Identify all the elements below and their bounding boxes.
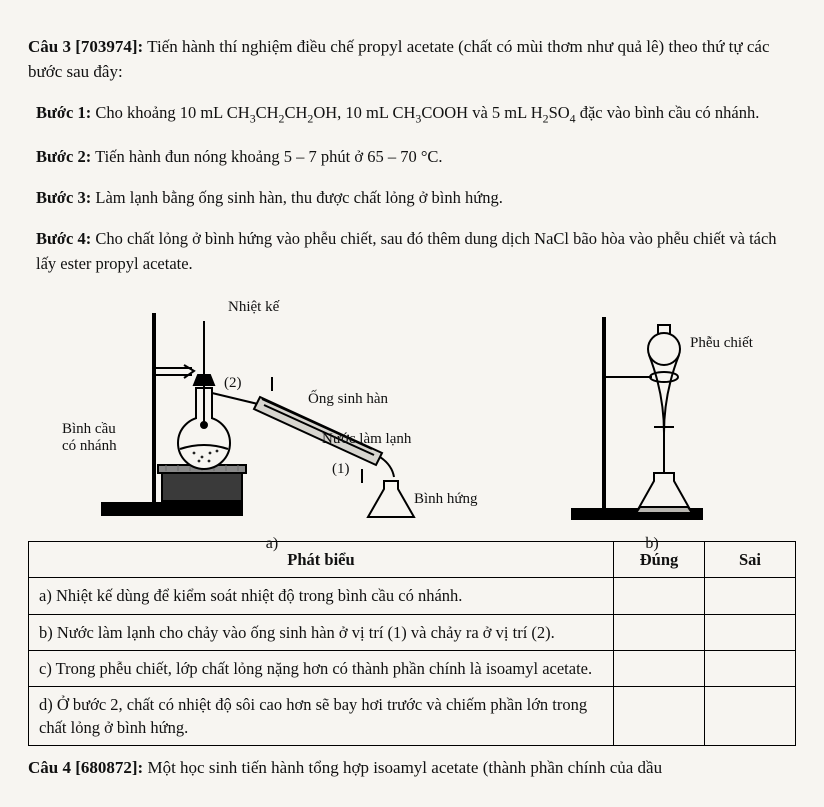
- step-3-text: Làm lạnh bằng ống sinh hàn, thu được chấ…: [95, 188, 502, 207]
- statements-table: Phát biểu Đúng Sai a) Nhiệt kế dùng để k…: [28, 541, 796, 746]
- diagram-b: Phễu chiết b): [542, 293, 762, 533]
- diagram-row: Nhiệt kế (2) Ống sinh hàn Nước làm lạnh …: [28, 293, 796, 533]
- label-mark-2: (2): [224, 375, 242, 392]
- table-row: d) Ở bước 2, chất có nhiệt độ sôi cao hơ…: [29, 686, 796, 745]
- step-2: Bước 2: Tiến hành đun nóng khoảng 5 – 7 …: [36, 145, 796, 170]
- label-binh-hung: Bình hứng: [414, 491, 478, 508]
- cell-dung[interactable]: [614, 578, 705, 614]
- cell-dung[interactable]: [614, 650, 705, 686]
- table-row: a) Nhiệt kế dùng để kiểm soát nhiệt độ t…: [29, 578, 796, 614]
- step-2-label: Bước 2:: [36, 147, 91, 166]
- q3-header: Câu 3 [703974]: Tiến hành thí nghiệm điề…: [28, 35, 796, 84]
- step-3: Bước 3: Làm lạnh bằng ống sinh hàn, thu …: [36, 186, 796, 211]
- cell-sai[interactable]: [705, 614, 796, 650]
- cell-sai[interactable]: [705, 578, 796, 614]
- diagram-a-caption: a): [62, 535, 482, 553]
- label-nuoc-lam-lanh: Nước làm lạnh: [322, 431, 411, 448]
- label-ong-sinh-han: Ống sinh hàn: [308, 391, 388, 408]
- stmt-a: a) Nhiệt kế dùng để kiểm soát nhiệt độ t…: [29, 578, 614, 614]
- step-1-label: Bước 1:: [36, 103, 91, 122]
- stmt-b: b) Nước làm lạnh cho chảy vào ống sinh h…: [29, 614, 614, 650]
- label-mark-1: (1): [332, 461, 350, 478]
- step-1: Bước 1: Cho khoảng 10 mL CH3CH2CH2OH, 10…: [36, 101, 796, 128]
- step-4-text: Cho chất lỏng ở bình hứng vào phễu chiết…: [36, 229, 777, 273]
- table-row: c) Trong phễu chiết, lớp chất lỏng nặng …: [29, 650, 796, 686]
- q3-header-bold: Câu 3 [703974]:: [28, 37, 143, 56]
- cell-sai[interactable]: [705, 686, 796, 745]
- stmt-d: d) Ở bước 2, chất có nhiệt độ sôi cao hơ…: [29, 686, 614, 745]
- cell-dung[interactable]: [614, 614, 705, 650]
- cell-sai[interactable]: [705, 650, 796, 686]
- q4-rest: Một học sinh tiến hành tổng hợp isoamyl …: [147, 758, 662, 777]
- cell-dung[interactable]: [614, 686, 705, 745]
- page: Câu 3 [703974]: Tiến hành thí nghiệm điề…: [0, 0, 824, 807]
- step-3-label: Bước 3:: [36, 188, 91, 207]
- q4-header: Câu 4 [680872]: Một học sinh tiến hành t…: [28, 756, 796, 780]
- label-pheu-chiet: Phễu chiết: [690, 335, 753, 352]
- step-4: Bước 4: Cho chất lỏng ở bình hứng vào ph…: [36, 227, 796, 277]
- diagram-b-caption: b): [542, 535, 762, 553]
- step-4-label: Bước 4:: [36, 229, 91, 248]
- step-2-text: Tiến hành đun nóng khoảng 5 – 7 phút ở 6…: [95, 147, 442, 166]
- diagram-b-svg: [542, 293, 762, 533]
- q4-bold: Câu 4 [680872]:: [28, 758, 143, 777]
- stmt-c: c) Trong phễu chiết, lớp chất lỏng nặng …: [29, 650, 614, 686]
- label-binh-cau: Bình cầu có nhánh: [62, 421, 117, 455]
- diagram-a: Nhiệt kế (2) Ống sinh hàn Nước làm lạnh …: [62, 293, 482, 533]
- table-row: b) Nước làm lạnh cho chảy vào ống sinh h…: [29, 614, 796, 650]
- label-nhiet-ke: Nhiệt kế: [228, 299, 279, 316]
